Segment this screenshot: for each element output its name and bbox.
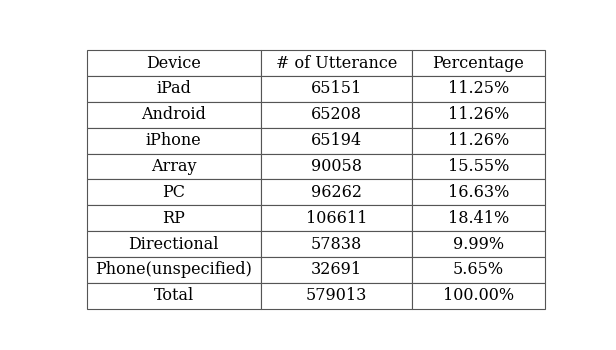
Bar <box>261 205 412 231</box>
Bar <box>86 102 261 128</box>
Bar <box>412 257 545 283</box>
Text: Phone(unspecified): Phone(unspecified) <box>95 261 252 279</box>
Text: PC: PC <box>162 184 185 201</box>
Bar <box>86 180 261 205</box>
Bar <box>261 76 412 102</box>
Text: 96262: 96262 <box>311 184 362 201</box>
Text: Total: Total <box>153 287 194 304</box>
Bar <box>412 76 545 102</box>
Bar <box>86 76 261 102</box>
Bar <box>261 102 412 128</box>
Bar <box>261 231 412 257</box>
Bar <box>261 128 412 154</box>
Text: iPad: iPad <box>156 80 191 97</box>
Text: 15.55%: 15.55% <box>448 158 509 175</box>
Bar <box>412 154 545 180</box>
Text: 11.25%: 11.25% <box>448 80 509 97</box>
Text: 579013: 579013 <box>306 287 367 304</box>
Bar <box>412 283 545 309</box>
Text: 9.99%: 9.99% <box>453 236 504 253</box>
Bar <box>86 128 261 154</box>
Text: 65151: 65151 <box>310 80 362 97</box>
Bar <box>261 50 412 76</box>
Text: 11.26%: 11.26% <box>448 132 509 149</box>
Text: Percentage: Percentage <box>432 55 524 71</box>
Text: # of Utterance: # of Utterance <box>275 55 397 71</box>
Bar <box>412 50 545 76</box>
Text: 57838: 57838 <box>310 236 362 253</box>
Text: 32691: 32691 <box>310 261 362 279</box>
Text: RP: RP <box>162 210 185 227</box>
Text: 106611: 106611 <box>306 210 367 227</box>
Text: Array: Array <box>151 158 197 175</box>
Text: Directional: Directional <box>128 236 219 253</box>
Bar <box>261 283 412 309</box>
Bar <box>261 154 412 180</box>
Text: 90058: 90058 <box>311 158 362 175</box>
Bar <box>261 257 412 283</box>
Text: 5.65%: 5.65% <box>453 261 504 279</box>
Text: 65208: 65208 <box>311 106 362 123</box>
Text: Android: Android <box>141 106 206 123</box>
Bar <box>412 205 545 231</box>
Bar <box>412 128 545 154</box>
Bar <box>86 205 261 231</box>
Bar <box>412 231 545 257</box>
Bar <box>86 154 261 180</box>
Text: 100.00%: 100.00% <box>443 287 514 304</box>
Text: 18.41%: 18.41% <box>448 210 509 227</box>
Text: Device: Device <box>146 55 201 71</box>
Text: 16.63%: 16.63% <box>448 184 509 201</box>
Bar <box>86 231 261 257</box>
Bar <box>412 102 545 128</box>
Bar <box>86 50 261 76</box>
Bar <box>86 283 261 309</box>
Bar <box>261 180 412 205</box>
Text: 11.26%: 11.26% <box>448 106 509 123</box>
Text: iPhone: iPhone <box>146 132 201 149</box>
Bar <box>412 180 545 205</box>
Bar <box>86 257 261 283</box>
Text: 65194: 65194 <box>310 132 362 149</box>
